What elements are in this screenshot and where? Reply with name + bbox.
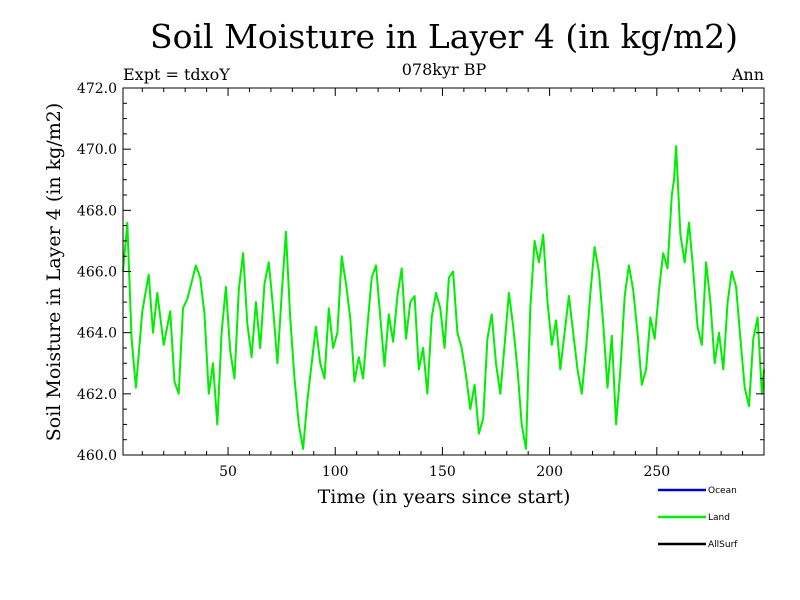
x-tick-label: 200 [536,464,563,480]
legend: Ocean Land AllSurf [658,486,738,550]
y-tick-label: 470.0 [77,142,117,158]
series-line-land [122,145,765,450]
y-tick-label: 460.0 [77,448,117,464]
x-tick-label: 50 [219,464,237,480]
y-tick-label: 464.0 [77,326,117,342]
chart-subtitle: 078kyr BP [402,60,487,79]
x-tick-label: 150 [429,464,456,480]
season-label: Ann [731,65,764,84]
series-layer [122,145,765,450]
y-tick-label: 472.0 [77,81,117,97]
legend-label-ocean: Ocean [708,486,737,496]
x-tick-label: 250 [643,464,670,480]
legend-label-land: Land [708,513,730,523]
ticks-layer: 50 100 150 200 250 460.0 462.0 464.0 466.0 468.0 4… [77,81,764,480]
experiment-label: Expt = tdxoY [123,65,230,84]
y-tick-label: 466.0 [77,265,117,281]
y-axis-label: Soil Moisture in Layer 4 (in kg/m2) [43,103,65,442]
x-axis-label: Time (in years since start) [318,486,571,508]
x-tick-label: 100 [322,464,349,480]
chart-title: Soil Moisture in Layer 4 (in kg/m2) [150,17,738,56]
y-tick-label: 468.0 [77,203,117,219]
legend-label-allsurf: AllSurf [708,540,738,550]
y-tick-label: 462.0 [77,387,117,403]
